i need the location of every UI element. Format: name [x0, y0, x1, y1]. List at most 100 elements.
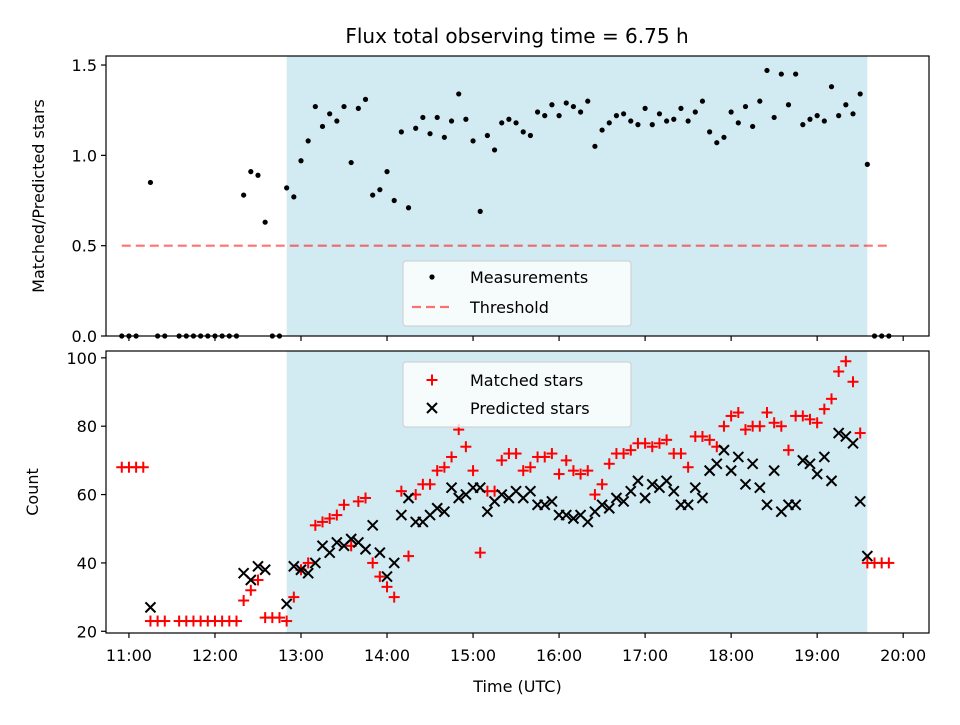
matched-star-point	[431, 465, 443, 477]
measurement-point	[556, 113, 562, 119]
measurement-point	[757, 98, 763, 104]
measurement-point	[448, 118, 455, 124]
legend-box	[402, 260, 632, 327]
predicted-star-point	[610, 492, 623, 504]
matched-star-point	[833, 366, 845, 378]
x-tick-label: 13:00	[278, 646, 324, 665]
measurement-point	[750, 123, 756, 130]
predicted-star-point	[639, 492, 651, 504]
matched-star-point	[553, 468, 565, 480]
measurement-point	[585, 98, 591, 104]
matched-star-point	[883, 557, 895, 569]
ratio-panel: 0.0 0.5 1.0 1.5 Matched/Predicted stars Mea…	[29, 55, 930, 346]
predicted-star-point	[761, 499, 773, 511]
matched-star-point	[596, 478, 608, 490]
predicted-star-point	[646, 478, 658, 491]
predicted-star-point	[431, 502, 443, 514]
matched-star-point	[639, 437, 651, 449]
x-tick-label: 11:00	[106, 646, 152, 665]
measurement-point	[843, 102, 849, 108]
measurement-point	[778, 71, 784, 77]
matched-star-point	[245, 584, 257, 596]
x-tick-label: 12:00	[192, 646, 238, 665]
measurement-point	[147, 179, 154, 186]
predicted-star-point	[252, 560, 264, 573]
measurement-point	[828, 84, 835, 90]
predicted-star-point	[539, 499, 551, 511]
matched-star-point	[352, 495, 364, 507]
matched-star-point	[567, 465, 579, 477]
predicted-star-point	[309, 557, 322, 569]
predicted-star-point	[617, 495, 630, 508]
matched-star-point	[732, 407, 744, 419]
ratio-panel-frame	[105, 55, 930, 337]
predicted-star-point	[374, 546, 386, 559]
matched-star-point	[438, 461, 450, 473]
predicted-star-point	[481, 505, 494, 518]
legend-measurement-marker	[429, 274, 435, 280]
measurement-point	[621, 111, 627, 117]
count-panel-frame	[105, 350, 930, 634]
predicted-star-point	[696, 492, 709, 504]
predicted-star-point	[804, 458, 816, 470]
measurement-point	[721, 134, 727, 140]
predicted-star-point	[854, 495, 866, 508]
matched-star-point	[395, 485, 407, 497]
predicted-star-point	[445, 482, 458, 494]
measurement-point	[656, 111, 663, 117]
measurement-point	[520, 129, 526, 135]
measurement-point	[685, 118, 691, 124]
measurement-point	[699, 98, 706, 104]
measurement-point	[255, 172, 261, 178]
matched-star-point	[818, 403, 830, 415]
measurement-point	[793, 71, 799, 77]
measurement-point	[728, 109, 734, 115]
legend-threshold-label: Threshold	[469, 298, 549, 317]
legend-matched-label: Matched stars	[470, 371, 583, 390]
predicted-star-point	[797, 454, 809, 467]
predicted-star-point	[768, 464, 780, 477]
matched-star-point	[718, 420, 730, 432]
matched-star-point	[446, 451, 458, 463]
predicted-star-point	[323, 546, 336, 559]
measurement-point	[405, 205, 412, 211]
predicted-star-point	[746, 458, 759, 470]
predicted-star-point	[718, 444, 730, 456]
predicted-star-point	[725, 464, 737, 477]
matched-star-point	[854, 427, 866, 439]
predicted-star-point	[331, 536, 343, 549]
predicted-star-point	[603, 502, 615, 514]
measurement-point	[771, 114, 777, 121]
legend-predicted-label: Predicted stars	[470, 399, 590, 418]
predicted-star-point	[496, 488, 508, 501]
predicted-star-point	[689, 482, 701, 494]
matched-star-point	[704, 434, 716, 446]
predicted-star-point	[388, 557, 400, 569]
time-x-axis-label: Time (UTC)	[472, 677, 561, 696]
matched-star-point	[739, 424, 751, 436]
predicted-star-point	[739, 478, 752, 491]
measurement-point	[678, 105, 684, 111]
measurement-point	[284, 185, 290, 191]
predicted-star-point	[632, 475, 644, 487]
legend-measurements-label: Measurements	[470, 268, 588, 287]
measurement-point	[391, 197, 397, 204]
measurement-point	[334, 118, 340, 124]
measurement-point	[298, 158, 304, 164]
predicted-star-point	[567, 512, 580, 525]
measurement-point	[542, 113, 548, 119]
measurement-point	[714, 140, 720, 146]
matched-star-point	[682, 461, 694, 473]
predicted-star-point	[546, 495, 558, 508]
y-tick-label: 1.5	[72, 56, 97, 75]
predicted-star-point	[259, 564, 271, 576]
measurement-point	[821, 118, 827, 124]
matched-star-point	[804, 413, 816, 425]
measurement-point	[836, 113, 842, 119]
predicted-star-point	[302, 567, 314, 579]
matched-star-point	[539, 451, 551, 463]
predicted-star-point	[438, 505, 451, 518]
predicted-star-point	[245, 574, 257, 586]
count-y-axis-label: Count	[23, 468, 42, 516]
measurement-point	[312, 103, 318, 110]
